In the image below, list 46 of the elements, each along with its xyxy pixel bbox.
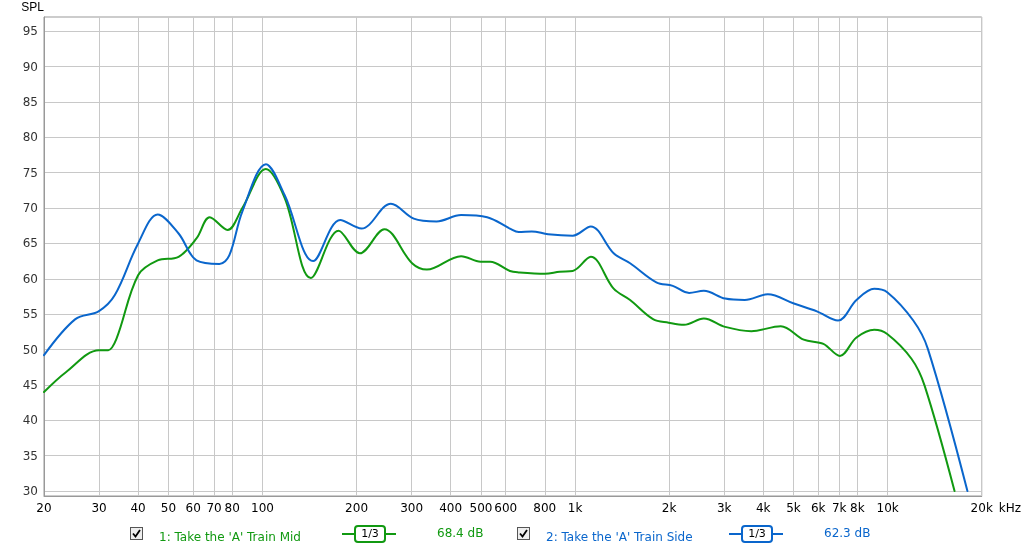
y-tick-label: 40 [22, 413, 38, 428]
x-tick-label: 70 [206, 501, 222, 515]
x-tick-label: 2k [661, 501, 677, 515]
x-tick-label: 20k [970, 501, 993, 515]
text: 1/3 [741, 525, 773, 543]
x-tick-label: 1k [567, 501, 583, 515]
text: 1: Take the 'A' Train Mid [159, 530, 301, 544]
text: 68.4 dB [437, 526, 484, 540]
x-tick-label: 40 [130, 501, 146, 515]
text: 2: Take the 'A' Train Side [546, 530, 693, 544]
y-tick-label: 50 [22, 342, 38, 357]
x-tick-label: 30 [91, 501, 107, 515]
x-tick-label: 400 [439, 501, 463, 515]
y-tick-label: 45 [22, 377, 38, 392]
x-tick-label: 5k [786, 501, 801, 515]
x-tick-label: 4k [755, 501, 771, 515]
y-tick-label: 65 [22, 236, 38, 251]
x-tick-label: 500 [469, 501, 493, 515]
x-axis-title: kHz [998, 501, 1022, 515]
x-tick-label: 8k [850, 501, 865, 515]
y-tick-label: 30 [22, 484, 38, 499]
x-tick-label: 600 [494, 501, 518, 515]
x-tick-label: 50 [160, 501, 177, 515]
x-tick-label: 3k [716, 501, 732, 515]
text: 1/3 [354, 525, 386, 543]
x-tick-label: 60 [185, 501, 201, 515]
y-axis-title: SPL [21, 0, 45, 14]
x-tick-label: 6k [810, 501, 826, 515]
y-tick-label: 95 [22, 24, 38, 39]
y-tick-label: 90 [22, 59, 38, 74]
y-tick-label: 75 [22, 165, 38, 180]
text: 62.3 dB [824, 526, 871, 540]
y-tick-label: 70 [22, 201, 38, 216]
y-tick-label: 80 [22, 130, 38, 145]
x-tick-label: 7k [831, 501, 847, 515]
y-tick-label: 35 [22, 448, 38, 463]
y-tick-label: 85 [22, 94, 38, 109]
x-tick-label: 300 [400, 501, 424, 515]
x-tick-label: 200 [345, 501, 369, 515]
x-tick-label: 100 [251, 501, 274, 515]
x-tick-label: 80 [224, 501, 240, 515]
y-tick-label: 60 [22, 271, 38, 286]
x-tick-label: 800 [533, 501, 557, 515]
x-tick-label: 10k [876, 501, 899, 515]
x-tick-label: 20 [36, 501, 52, 515]
y-tick-label: 55 [22, 307, 38, 322]
